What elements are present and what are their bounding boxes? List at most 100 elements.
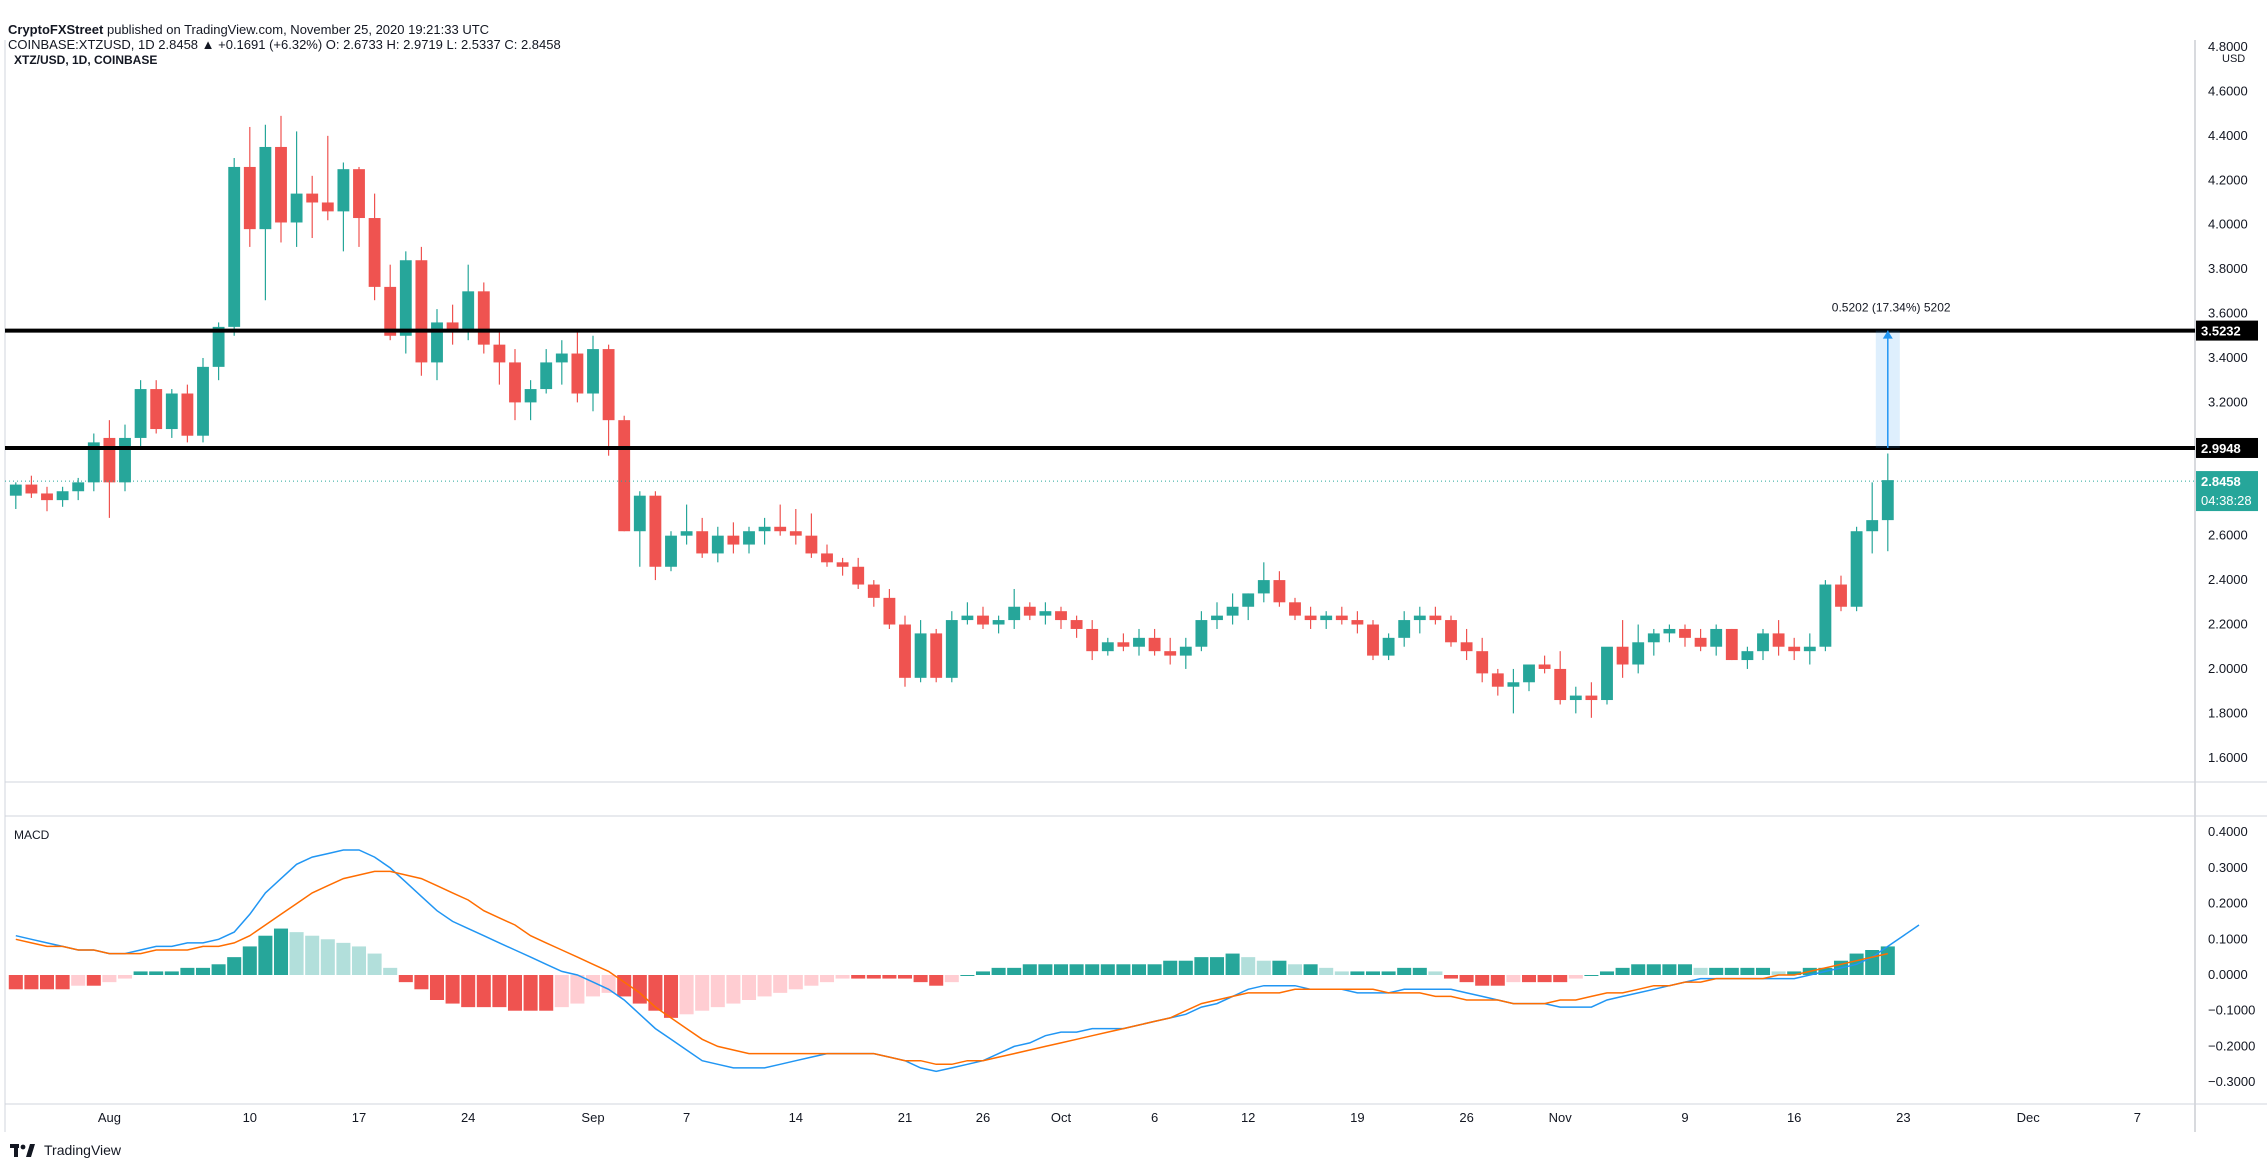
candle-body xyxy=(992,620,1005,625)
macd-histogram-bar xyxy=(741,975,757,1000)
candle-body xyxy=(743,531,755,545)
candle-body xyxy=(509,362,521,403)
candle-body xyxy=(727,535,740,545)
candle-body xyxy=(618,420,631,532)
time-tick-label: 7 xyxy=(2134,1110,2141,1125)
macd-histogram-bar xyxy=(788,975,803,990)
macd-histogram-bar xyxy=(1381,971,1396,975)
macd-histogram-bar xyxy=(1194,957,1209,975)
macd-histogram-bar xyxy=(1599,971,1615,975)
candle-body xyxy=(1304,615,1317,621)
tradingview-logo-icon xyxy=(10,1144,35,1157)
macd-histogram-bar xyxy=(554,975,569,1008)
publisher-name[interactable]: CryptoFXStreet xyxy=(8,22,104,37)
macd-histogram-bar xyxy=(897,975,913,979)
macd-tick-label: 0.1000 xyxy=(2208,931,2248,946)
macd-histogram-bar xyxy=(1116,964,1131,975)
macd-tick-label: −0.2000 xyxy=(2208,1038,2255,1053)
candle-body xyxy=(540,362,553,390)
candle-body xyxy=(1023,606,1036,616)
candle-body xyxy=(1491,673,1504,687)
macd-histogram-bar xyxy=(1584,975,1599,976)
macd-histogram-bar xyxy=(8,975,23,990)
candle-body xyxy=(321,202,334,212)
price-tick-label: 2.2000 xyxy=(2208,617,2248,632)
macd-histogram-bar xyxy=(757,975,772,997)
time-tick-label: 23 xyxy=(1896,1110,1910,1125)
time-tick-label: 26 xyxy=(1459,1110,1473,1125)
price-tick-label: 3.4000 xyxy=(2208,350,2248,365)
macd-histogram-bar xyxy=(227,957,242,975)
candle-body xyxy=(1507,682,1520,687)
candle-body xyxy=(462,291,475,330)
macd-pane[interactable]: 0.4000 0.3000 0.2000 0.1000 0.0000 −0.1000 −0.… xyxy=(8,824,2256,1089)
candle-body xyxy=(1320,615,1333,621)
footer-brand: TradingView xyxy=(44,1142,122,1158)
candle-body xyxy=(1226,606,1239,616)
price-tick-label: 1.8000 xyxy=(2208,705,2248,720)
price-tick-label: 2.4000 xyxy=(2208,572,2248,587)
macd-histogram-bar xyxy=(320,939,335,975)
macd-histogram-bar xyxy=(1787,971,1802,975)
candle-body xyxy=(1819,584,1832,647)
macd-histogram-bar xyxy=(819,975,835,983)
macd-histogram-bar xyxy=(55,975,70,990)
candle-body xyxy=(930,633,943,678)
candle-body xyxy=(977,615,989,625)
candle-body xyxy=(353,169,365,219)
macd-histogram-bar xyxy=(305,935,320,975)
candle-body xyxy=(1632,642,1645,665)
macd-histogram-bar xyxy=(1022,964,1037,975)
time-tick-label: 21 xyxy=(898,1110,912,1125)
currency-label: USD xyxy=(2222,53,2245,65)
time-axis[interactable]: Aug 10 17 24 Sep 7 14 21 26 Oct 6 12 19 26 Nov 9 16 23 Dec… xyxy=(98,1110,2141,1125)
time-tick-label: 10 xyxy=(243,1110,257,1125)
macd-histogram-bar xyxy=(1490,975,1505,986)
candle-body xyxy=(1008,606,1021,621)
macd-histogram-bar xyxy=(944,975,959,983)
time-tick-label: Sep xyxy=(581,1110,604,1125)
candle-body xyxy=(665,535,677,567)
macd-tick-label: 0.2000 xyxy=(2208,896,2248,911)
macd-histogram-bar xyxy=(1209,957,1225,975)
macd-histogram-bar xyxy=(1537,975,1552,983)
candle-body xyxy=(821,553,833,563)
macd-histogram-bar xyxy=(1412,967,1427,975)
candle-body xyxy=(165,393,178,430)
candle-body xyxy=(852,566,865,585)
candle-body xyxy=(72,482,85,492)
macd-histogram-bar xyxy=(1615,967,1630,975)
macd-histogram-bar xyxy=(1443,975,1459,979)
ohlc-readout: 2.8458 ▲ +0.1691 (+6.32%) O: 2.6733 H: 2… xyxy=(158,37,561,52)
price-pane[interactable]: 1.60001.80002.00002.20002.40002.60002.80… xyxy=(5,39,2258,765)
candle-body xyxy=(1179,646,1192,656)
candle-body xyxy=(1039,611,1052,616)
macd-histogram-bar xyxy=(851,975,866,979)
price-tick-label: 1.6000 xyxy=(2208,750,2248,765)
macd-histogram-bar xyxy=(1287,964,1303,975)
candle-body xyxy=(1710,628,1723,647)
macd-histogram-bar xyxy=(86,975,101,986)
candle-body xyxy=(290,193,303,223)
candle-body xyxy=(1367,624,1379,656)
time-tick-label: Oct xyxy=(1051,1110,1072,1125)
macd-histogram-bar xyxy=(960,975,975,976)
candle-body xyxy=(961,615,974,621)
candle-body xyxy=(1117,642,1130,647)
last-price-tag xyxy=(2196,471,2258,512)
chart-title: XTZ/USD, 1D, COINBASE xyxy=(14,53,157,67)
candle-body xyxy=(1055,611,1067,621)
candle-body xyxy=(555,353,568,363)
candle-body xyxy=(836,562,849,567)
candle-body xyxy=(477,291,490,345)
macd-tick-label: 0.3000 xyxy=(2208,860,2248,875)
candle-body xyxy=(1476,651,1489,674)
macd-histogram-bar xyxy=(1506,975,1521,983)
macd-tick-label: 0.0000 xyxy=(2208,967,2248,982)
candle-body xyxy=(883,597,896,625)
candle-body xyxy=(368,218,381,287)
candle-body xyxy=(134,389,147,438)
price-tick-label: 2.6000 xyxy=(2208,528,2248,543)
level-price-label: 2.9948 xyxy=(2201,441,2241,456)
